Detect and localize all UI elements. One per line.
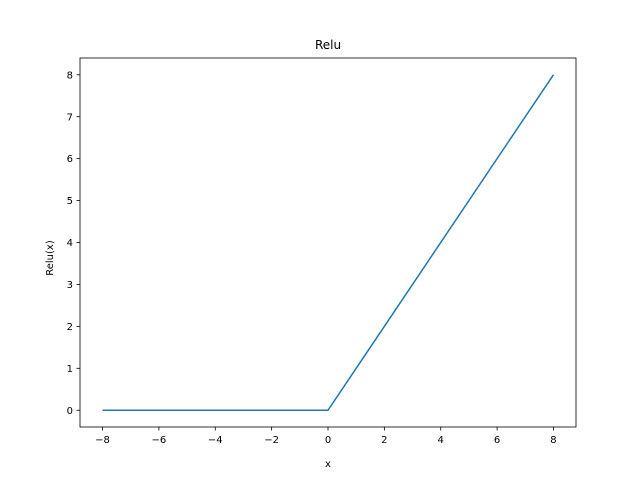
y-tick-label: 1 (67, 364, 73, 375)
x-tick-label: −4 (208, 435, 223, 446)
y-tick-label: 7 (67, 112, 73, 123)
y-tick-label: 2 (67, 322, 73, 333)
y-tick-label: 4 (67, 238, 73, 249)
series-line-1 (102, 74, 555, 411)
x-tick-label: 4 (438, 435, 444, 446)
y-tick-label: 5 (67, 196, 73, 207)
y-axis-label: Relu(x) (45, 240, 56, 276)
y-tick-label: 8 (67, 70, 73, 81)
y-tick-label: 3 (67, 280, 73, 291)
plot-area: −8 −6 −4 −2 0 2 4 6 8 0 1 2 3 4 5 6 7 8 (67, 57, 577, 446)
x-axis-label: x (325, 459, 331, 470)
chart-title: Relu (315, 38, 341, 52)
x-tick-label: −2 (264, 435, 279, 446)
x-tick-label: −8 (95, 435, 110, 446)
y-tick-label: 6 (67, 154, 73, 165)
x-tick-label: 8 (550, 435, 556, 446)
x-tick-label: −6 (152, 435, 167, 446)
x-tick-label: 2 (381, 435, 387, 446)
x-tick-label: 6 (494, 435, 500, 446)
x-tick-label: 0 (325, 435, 331, 446)
y-tick-label: 0 (67, 406, 73, 417)
